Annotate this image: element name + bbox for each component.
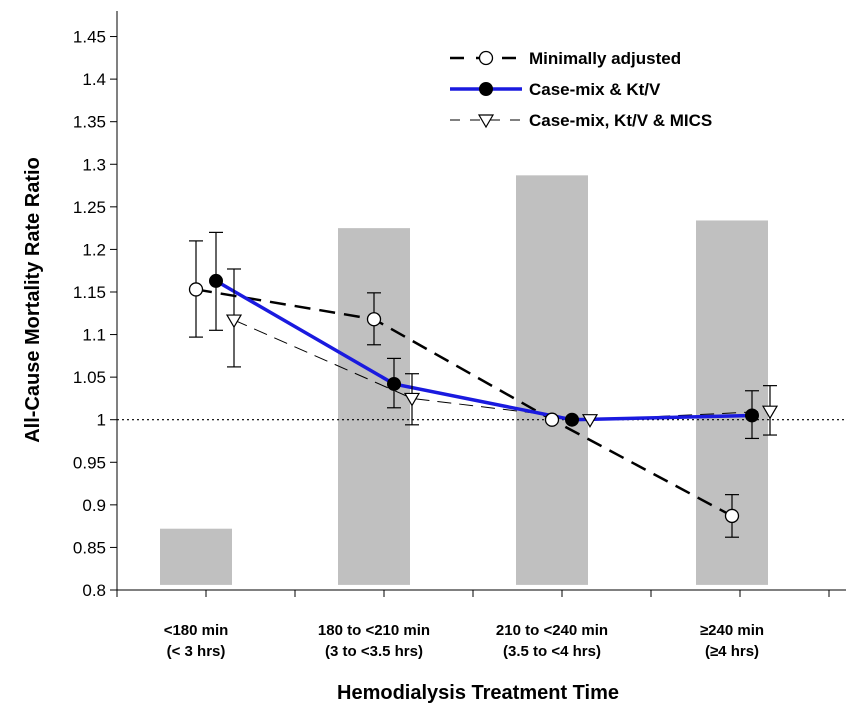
data-series xyxy=(188,231,779,538)
y-tick-label: 1 xyxy=(97,411,106,430)
y-tick-label: 1.35 xyxy=(73,113,106,132)
y-tick-label: 0.8 xyxy=(82,581,106,600)
background-bars xyxy=(160,175,768,585)
data-point xyxy=(366,312,382,327)
y-tick-label: 1.3 xyxy=(82,155,106,174)
data-point xyxy=(761,405,779,420)
category-label: ≥240 min xyxy=(700,622,764,639)
data-point xyxy=(724,508,740,524)
legend-marker xyxy=(477,114,495,129)
y-tick-label: 1.4 xyxy=(82,70,106,89)
series-line xyxy=(215,279,753,422)
legend-marker xyxy=(479,82,493,96)
category-sublabel: (≥4 hrs) xyxy=(705,643,759,660)
legend-marker xyxy=(478,50,494,66)
x-axis-title: Hemodialysis Treatment Time xyxy=(337,682,619,703)
y-tick-label: 1.2 xyxy=(82,240,106,259)
category-labels: <180 min (< 3 hrs) 180 to <210 min (3 to <3… xyxy=(164,622,764,660)
legend-label: Minimally adjusted xyxy=(529,49,681,68)
legend: Minimally adjusted Case-mix & Kt/V Case-mi… xyxy=(450,49,712,130)
y-axis-title: All-Cause Mortality Rate Ratio xyxy=(22,157,44,443)
data-point xyxy=(225,314,243,329)
x-axis-ticks xyxy=(116,590,830,597)
data-point xyxy=(565,412,579,427)
background-bar xyxy=(338,228,410,585)
data-point xyxy=(188,282,204,297)
category-label: 210 to <240 min xyxy=(496,622,608,639)
y-tick-label: 1.25 xyxy=(73,198,106,217)
data-point xyxy=(745,408,759,423)
category-sublabel: (3 to <3.5 hrs) xyxy=(325,643,423,660)
y-tick-label: 1.15 xyxy=(73,283,106,302)
data-point xyxy=(581,414,599,428)
y-axis-ticks: 0.8 0.85 0.9 0.95 1 1.05 1.1 1.15 1.2 1.25 1.3 1.35… xyxy=(73,28,117,600)
data-point xyxy=(387,376,401,391)
y-tick-label: 0.9 xyxy=(82,496,106,515)
y-tick-label: 0.95 xyxy=(73,453,106,472)
data-point xyxy=(209,273,223,288)
category-label: 180 to <210 min xyxy=(318,622,430,639)
y-tick-label: 1.05 xyxy=(73,368,106,387)
y-tick-label: 1.45 xyxy=(73,28,106,47)
category-sublabel: (< 3 hrs) xyxy=(167,643,226,660)
legend-label: Case-mix, Kt/V & MICS xyxy=(529,111,712,130)
data-point xyxy=(544,412,560,427)
category-label: <180 min xyxy=(164,622,229,639)
category-sublabel: (3.5 to <4 hrs) xyxy=(503,643,601,660)
legend-label: Case-mix & Kt/V xyxy=(529,80,661,99)
background-bar xyxy=(516,175,588,585)
series-line xyxy=(195,288,733,518)
y-tick-label: 1.1 xyxy=(82,326,106,345)
background-bar xyxy=(160,528,232,585)
data-point xyxy=(403,392,421,407)
y-tick-label: 0.85 xyxy=(73,538,106,557)
